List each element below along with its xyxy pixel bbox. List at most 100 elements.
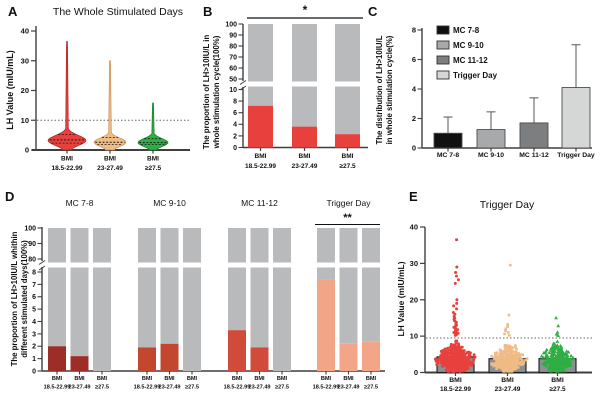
x-category-label: 23-27.49 [292, 163, 318, 170]
y-tick-label: 8 [233, 99, 237, 106]
panel-b-ylabel-line1: The proportion of LH>10IU/L in [202, 35, 211, 150]
y-tick-label: 90 [28, 241, 36, 248]
panel-a-title: The Whole Stimulated Days [53, 6, 183, 18]
y-tick-label: 0 [414, 368, 418, 377]
x-category-label: BMI [147, 156, 159, 163]
legend-label: Trigger Day [453, 71, 498, 80]
x-category-label: 18.5-22.99 [313, 385, 340, 391]
legend-label: MC 7-8 [453, 26, 480, 35]
y-tick-label: 50 [229, 76, 237, 83]
x-category-label: Trigger Day [557, 152, 595, 159]
legend-label: MC 9-10 [453, 41, 484, 50]
group-title: MC 9-10 [153, 198, 186, 208]
group-title: MC 11-12 [241, 198, 278, 208]
y-tick-label: 90 [229, 32, 237, 39]
legend-swatch [436, 40, 450, 50]
x-category-label: BMI [74, 376, 85, 382]
legend-swatch [436, 25, 450, 35]
x-category-label: BMI [449, 377, 462, 384]
panel-d-significance-star: ** [343, 212, 352, 224]
x-category-label: 23-27.49 [495, 386, 521, 393]
panel-b-chart: 100 90 80 70 60 50 10 8 6 4 2 0 BMI 18.5-22.99 BMI 23-2… [225, 17, 368, 170]
y-tick-label: 10 [21, 116, 29, 125]
x-category-label: BMI [501, 377, 514, 384]
y-tick-label: 0 [25, 146, 29, 155]
x-category-label: BMI [104, 156, 116, 163]
y-tick-label: 0 [233, 145, 237, 152]
scatter-points-3 [539, 315, 575, 373]
y-tick-label: 10 [229, 87, 237, 94]
x-category-label: 18.5-22.99 [134, 385, 161, 391]
y-tick-label: 70 [229, 54, 237, 61]
y-tick-label: 8 [412, 26, 416, 35]
y-tick-label: 20 [410, 295, 418, 304]
violin-1 [47, 41, 87, 151]
x-category-label: BMI [52, 376, 63, 382]
y-tick-label: 10 [410, 332, 418, 341]
panel-a-ylabel: LH Value (mIU/mL) [5, 50, 15, 130]
y-tick-label: 6 [233, 110, 237, 117]
y-tick-label: 6 [412, 55, 416, 64]
x-category-label: ≥27.5 [275, 385, 289, 391]
x-category-label: MC 7-8 [437, 152, 460, 159]
y-tick-label: 2 [233, 133, 237, 140]
y-tick-label: 40 [21, 27, 29, 36]
y-tick-label: 4 [233, 122, 237, 129]
y-tick-label: 40 [410, 223, 418, 232]
x-category-label: BMI [61, 156, 73, 163]
x-category-label: 23-27.49 [97, 165, 123, 172]
x-category-label: BMI [321, 376, 332, 382]
x-category-label: 23-27.49 [158, 385, 180, 391]
violin-3 [137, 102, 169, 151]
x-category-label: BMI [232, 376, 243, 382]
x-category-label: MC 9-10 [478, 152, 504, 159]
panel-e-title: Trigger Day [480, 199, 535, 211]
x-category-label: ≥27.5 [185, 385, 199, 391]
x-category-label: 23-27.49 [68, 385, 90, 391]
legend-swatch [436, 70, 450, 80]
x-category-label: BMI [187, 376, 198, 382]
panel-letter-b: B [203, 4, 212, 19]
y-tick-label: 80 [229, 43, 237, 50]
x-category-label: BMI [255, 153, 267, 160]
panel-d-ylabel-line1: The proportion of LH>10IU/L whithin [10, 231, 19, 366]
x-category-label: BMI [342, 153, 354, 160]
panel-a-chart: 0 10 20 30 40 BMI 18.5-22.99 BMI 23-27.49 BMI ≥27.… [21, 26, 190, 172]
x-category-label: 23-27.49 [248, 385, 270, 391]
panel-b-ylabel-line2: whole stimulation cycle(100%) [212, 35, 221, 149]
legend-label: MC 11-12 [453, 56, 488, 65]
panel-b-significance-star: * [303, 3, 308, 17]
x-category-label: ≥27.5 [364, 385, 378, 391]
panel-e-chart: 0 10 20 30 40 BMI 18.5-22.99 BMI 23-27.49 BMI ≥27.… [410, 223, 592, 393]
group-title: Trigger Day [326, 198, 371, 208]
y-tick-label: 2 [32, 344, 36, 351]
x-category-label: BMI [551, 377, 564, 384]
y-tick-label: 6 [32, 294, 36, 301]
y-tick-label: 60 [229, 65, 237, 72]
x-category-label: MC 11-12 [519, 152, 549, 159]
y-tick-label: 0 [32, 368, 36, 375]
group-title: MC 7-8 [66, 198, 94, 208]
panel-letter-a: A [8, 4, 18, 19]
scatter-points-2 [490, 263, 529, 373]
y-tick-label: 4 [32, 319, 36, 326]
x-category-label: ≥27.5 [549, 386, 566, 393]
y-tick-label: 0 [412, 144, 416, 153]
scatter-points-1 [433, 238, 477, 373]
panel-c-ylabel-line1: The distribution of LH>10IU/L [375, 35, 384, 144]
x-category-label: BMI [299, 153, 311, 160]
x-category-label: BMI [366, 376, 377, 382]
x-category-label: 18.5-22.99 [440, 386, 471, 393]
x-category-label: 18.5-22.99 [224, 385, 251, 391]
panel-d-chart: MC 7-8 MC 9-10 MC 11-12 Trigger Day10090808… [24, 198, 385, 391]
violin-2 [93, 60, 127, 151]
panel-c-ylabel-line2: in whole stimulation cycle(%) [385, 35, 394, 144]
panel-letter-e: E [409, 189, 418, 204]
x-category-label: BMI [142, 376, 153, 382]
panel-letter-c: C [368, 4, 378, 19]
y-tick-label: 100 [225, 21, 237, 28]
y-tick-label: 100 [24, 225, 36, 232]
y-tick-label: 3 [32, 331, 36, 338]
y-tick-label: 8 [32, 269, 36, 276]
